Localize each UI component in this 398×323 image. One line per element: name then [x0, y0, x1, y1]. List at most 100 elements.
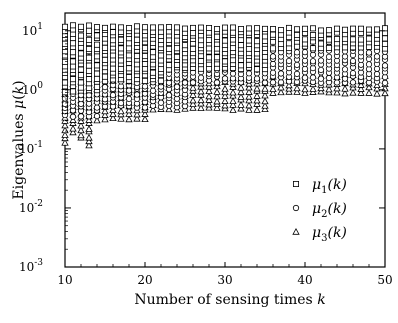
data-point: [173, 37, 180, 44]
y-tick-label: 10-2: [19, 199, 43, 215]
data-point: [317, 40, 324, 47]
data-point: [237, 42, 244, 49]
data-point: [317, 75, 325, 82]
data-point: [118, 24, 125, 31]
data-point: [165, 45, 172, 52]
data-point: [173, 24, 180, 31]
data-point: [253, 25, 260, 32]
data-point: [213, 33, 220, 40]
data-point: [293, 26, 300, 33]
legend-item: μ2(k): [292, 201, 347, 220]
data-point: [157, 77, 164, 84]
data-point: [309, 58, 317, 65]
data-point: [205, 100, 213, 108]
data-point: [213, 54, 220, 61]
data-point: [189, 103, 197, 111]
data-point: [77, 117, 85, 124]
data-point: [221, 97, 229, 104]
data-point: [349, 25, 356, 32]
data-point: [157, 65, 164, 72]
data-point: [102, 73, 109, 80]
data-point: [189, 83, 197, 91]
data-point: [237, 93, 245, 100]
data-point: [86, 46, 93, 53]
data-point: [133, 110, 141, 118]
data-point: [189, 100, 197, 108]
data-point: [277, 88, 285, 96]
data-point: [61, 138, 69, 146]
data-point: [325, 74, 333, 82]
data-point: [85, 125, 93, 132]
data-point: [69, 124, 77, 132]
data-point: [325, 36, 332, 43]
data-point: [110, 65, 117, 72]
data-point: [118, 45, 125, 52]
data-point: [70, 63, 77, 70]
data-point: [117, 107, 125, 115]
data-point: [229, 97, 237, 105]
data-point: [141, 24, 148, 31]
data-point: [94, 83, 101, 90]
data-point: [381, 40, 388, 47]
data-point: [189, 79, 197, 86]
data-point: [229, 24, 236, 31]
data-point: [269, 79, 277, 86]
data-point: [253, 75, 261, 82]
data-point: [118, 57, 125, 64]
legend-label: μ1(k): [312, 177, 347, 196]
data-point: [261, 101, 269, 109]
data-point: [285, 57, 293, 65]
data-point: [141, 60, 148, 67]
data-point: [77, 126, 85, 134]
data-point: [221, 24, 228, 31]
data-point: [269, 31, 276, 38]
data-point: [197, 87, 205, 95]
data-point: [381, 25, 388, 32]
data-point: [86, 76, 93, 83]
data-point: [165, 92, 173, 99]
data-point: [94, 70, 101, 77]
data-point: [77, 131, 85, 139]
data-point: [277, 70, 285, 77]
data-point: [205, 36, 212, 43]
data-point: [173, 61, 180, 68]
data-point: [221, 58, 228, 65]
data-point: [61, 121, 69, 129]
data-point: [269, 69, 277, 76]
data-point: [309, 25, 316, 32]
data-point: [269, 89, 277, 96]
data-point: [349, 36, 356, 43]
data-point: [69, 113, 77, 120]
data-point: [349, 57, 357, 65]
data-point: [301, 49, 309, 56]
data-point: [78, 23, 85, 30]
data-point: [117, 99, 125, 107]
data-point: [333, 88, 341, 96]
data-point: [253, 66, 260, 73]
data-point: [125, 106, 133, 114]
data-point: [253, 92, 261, 99]
data-point: [285, 87, 293, 95]
data-point: [133, 23, 140, 30]
data-point: [149, 105, 157, 113]
series-square: [62, 22, 388, 96]
data-point: [213, 82, 221, 90]
data-point: [261, 53, 268, 60]
data-point: [277, 40, 284, 47]
data-point: [70, 40, 77, 47]
data-point: [357, 81, 365, 88]
data-point: [197, 24, 204, 31]
data-point: [301, 89, 309, 96]
data-point: [293, 84, 301, 92]
data-point: [341, 84, 349, 92]
data-point: [197, 74, 205, 81]
data-point: [357, 36, 364, 43]
data-point: [205, 82, 213, 90]
data-point: [101, 111, 109, 118]
data-point: [269, 85, 277, 93]
data-point: [373, 89, 381, 97]
data-point: [157, 24, 164, 31]
data-point: [229, 88, 237, 96]
data-point: [309, 45, 316, 52]
data-point: [78, 50, 85, 57]
